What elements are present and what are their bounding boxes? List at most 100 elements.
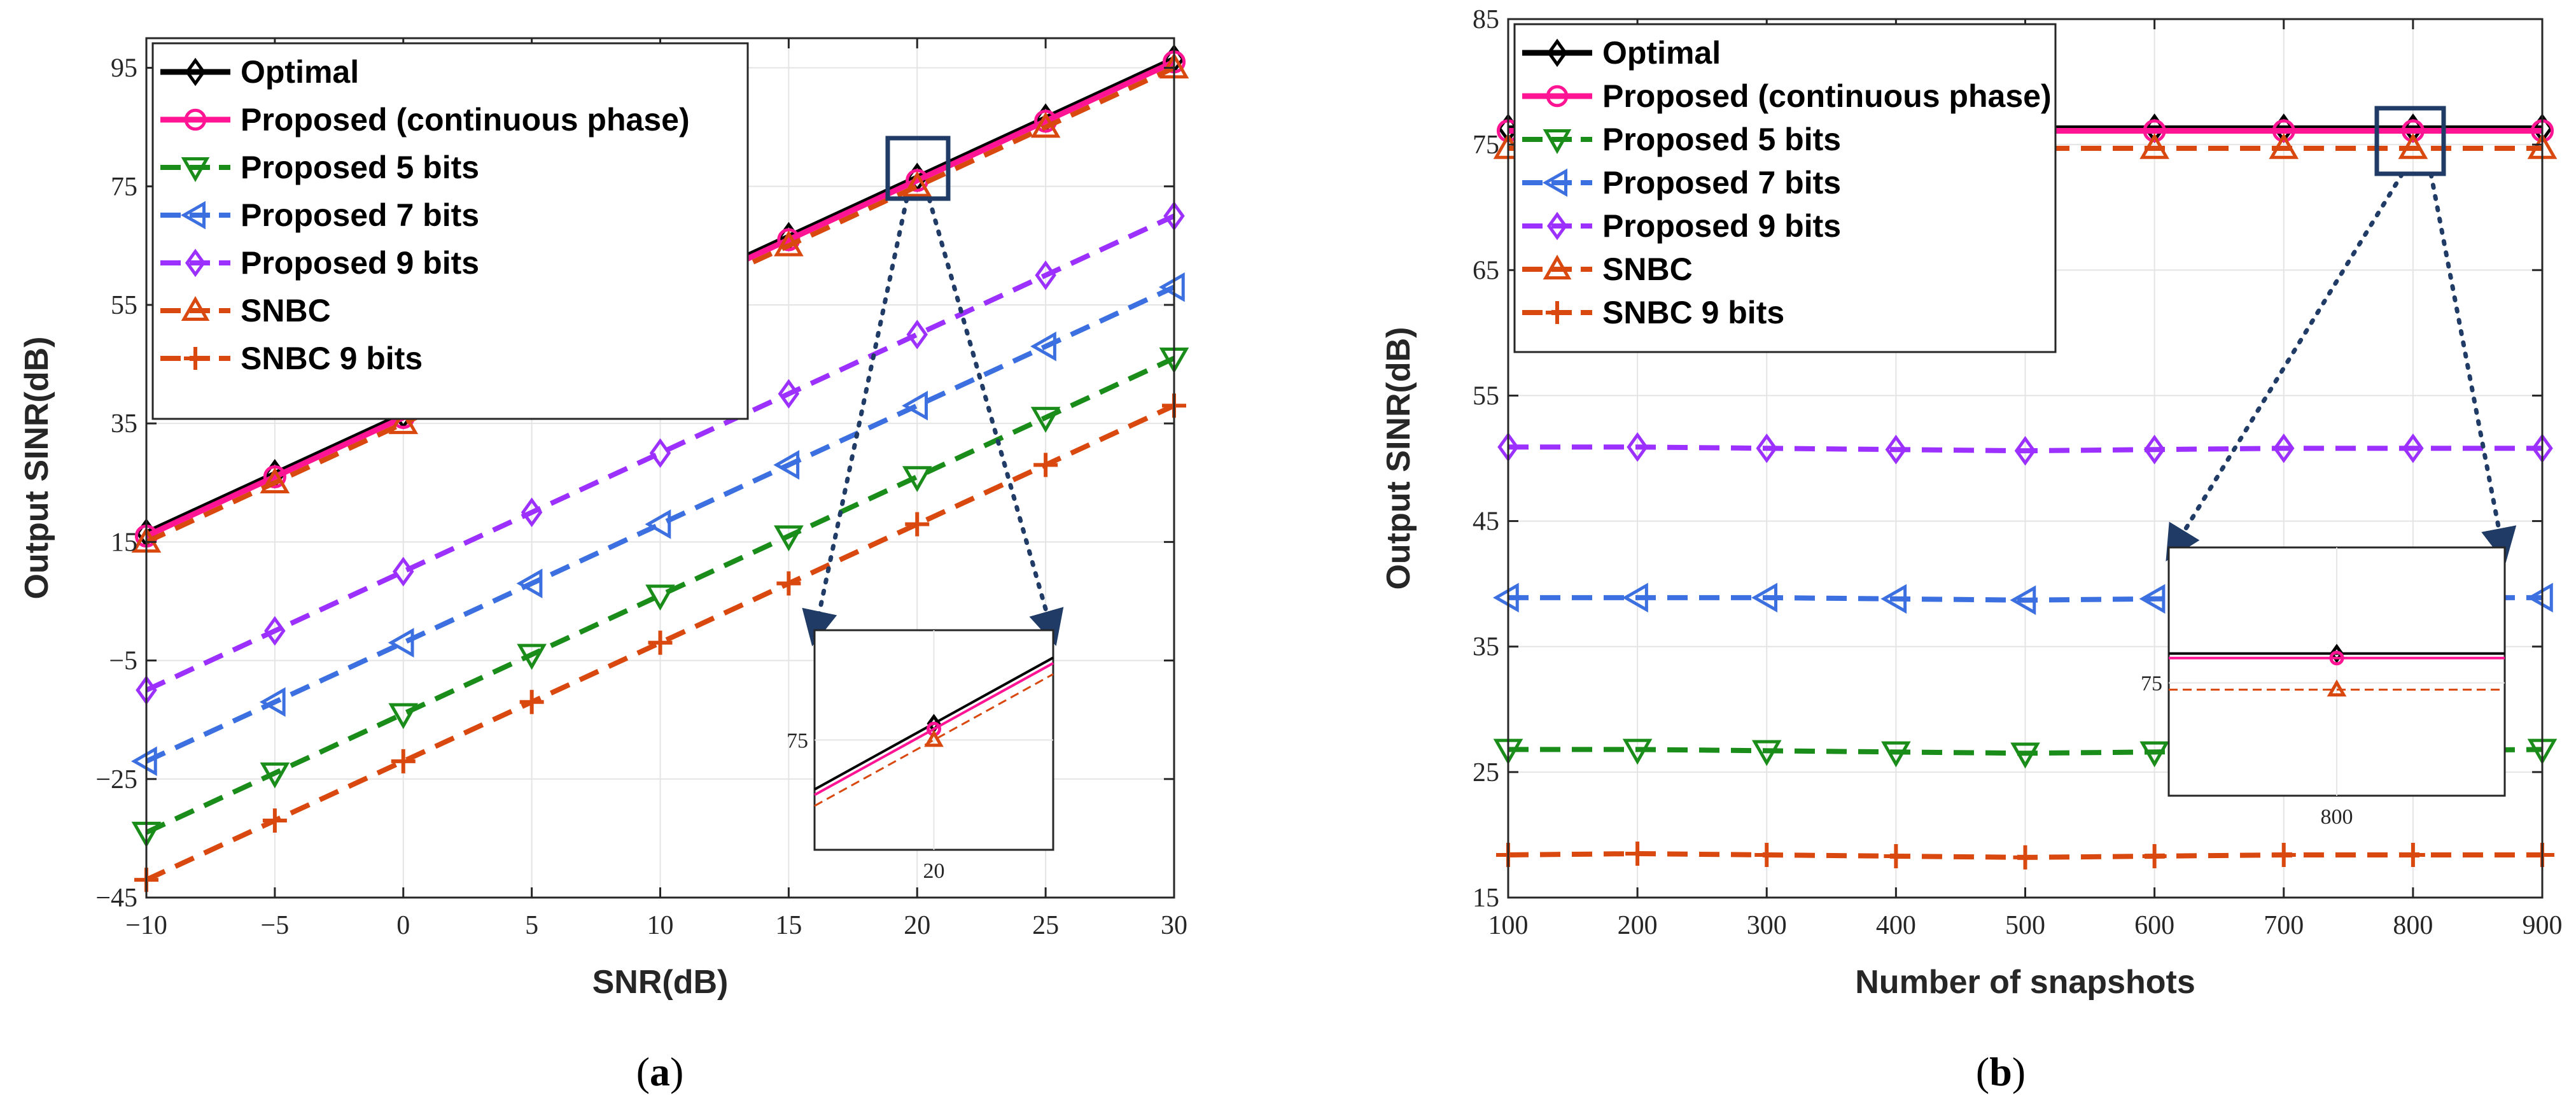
inset-plot: 800 75 [2141,546,2506,829]
inset-data-point [2329,644,2344,663]
legend-marker [180,201,206,230]
data-point [2143,434,2166,465]
y-tick-label: 25 [1473,758,1499,787]
y-tick-label: 15 [1473,884,1499,913]
x-tick-label: 25 [1032,911,1059,940]
x-tick-label: 500 [2005,911,2045,940]
legend-entry: Optimal [241,54,359,90]
y-tick-label: 95 [111,54,137,83]
data-point [906,320,928,349]
legend-marker [1546,211,1568,241]
zoom-box [885,136,951,201]
panel-a-chart: −10 −5 0 5 10 15 20 25 30 −45 −25 −5 15 35 55 75 95 SNR(d… [18,37,1189,1001]
data-point [2139,584,2166,614]
legend-marker [185,248,206,278]
data-point [1751,582,1777,613]
x-tick-label: −5 [261,911,290,940]
x-tick-label: 0 [396,911,410,940]
data-point [2400,842,2425,867]
legend-marker [1546,85,1569,108]
data-point [264,616,286,646]
data-point [778,379,800,409]
data-point [2271,842,2296,867]
data-point [516,568,543,598]
y-tick-label: 35 [1473,633,1499,662]
x-tick-label: 20 [904,911,930,940]
inset-data-point [2329,651,2344,666]
legend-entry: SNBC [241,293,331,328]
data-point [262,808,287,833]
inset-series-line [814,661,1054,796]
series-snbc-9-bits [1496,842,2554,870]
data-point [1627,432,1648,462]
y-tick-label: 75 [1473,130,1499,160]
data-point [2014,435,2036,466]
x-tick-label: 800 [2393,911,2433,940]
data-point [774,230,804,257]
data-point [2401,119,2425,143]
data-point [1756,433,1778,463]
legend-entry: Proposed 5 bits [1602,122,1841,157]
legend-marker [1546,301,1569,324]
legend-entry: Proposed 7 bits [1602,165,1841,201]
data-point [388,408,419,434]
legend-marker [181,157,210,183]
captions: (a) (b) [636,1049,2026,1094]
data-point [1035,260,1056,290]
x-axis-label: Number of snapshots [1855,964,2195,1001]
data-point [1885,434,1907,465]
legend-marker [184,347,207,370]
data-point [1881,741,1911,768]
data-point [645,509,671,539]
legend-entry: SNBC 9 bits [241,341,423,376]
data-point [388,628,414,658]
y-axis-label: Output SINR(dB) [18,336,55,599]
data-point [1492,582,1519,613]
data-point [776,571,801,596]
data-point [519,689,544,714]
data-point [1622,582,1648,613]
series-proposed-9-bits [136,201,1185,705]
series-proposed-5-bits [131,348,1189,848]
x-axis-label: SNR(dB) [592,964,729,1001]
panel-b-chart: 100 200 300 400 500 600 700 800 900 15 25 35 45 55 65 7… [1380,5,2563,1001]
data-point [521,497,543,528]
legend-entry: Proposed (continuous phase) [241,102,690,137]
y-tick-label: 65 [1473,256,1499,285]
legend-entry: Optimal [1602,35,1721,71]
y-tick-label: 35 [111,409,137,439]
panel-caption: (b) [1976,1049,2026,1094]
data-point [2013,845,2038,870]
legend-entry: SNBC [1602,251,1693,287]
inset-x-tick-label: 20 [923,859,945,883]
data-point [1754,842,1779,867]
y-tick-label: 55 [1473,381,1499,411]
x-tick-label: 30 [1161,911,1187,940]
legend-entry: Proposed 5 bits [241,150,479,185]
x-tick-label: 5 [525,911,538,940]
legend-marker [1543,129,1572,155]
data-point [2526,582,2553,613]
legend-marker [185,57,206,87]
data-point [2402,433,2424,463]
legend-entry: Proposed (continuous phase) [1602,78,2052,114]
data-point [2398,133,2428,159]
data-point [259,687,286,717]
y-tick-label: −5 [109,647,137,676]
x-tick-label: 900 [2523,911,2563,940]
data-point [260,467,290,494]
y-tick-label: 55 [111,291,137,320]
data-point [1622,738,1653,765]
inset-y-tick-label: 75 [787,730,808,753]
data-point [1033,453,1058,477]
legend-entry: Proposed 9 bits [1602,208,1841,244]
legend-marker [1546,38,1568,67]
inset-data-point [2327,679,2347,697]
data-point [905,512,930,537]
x-tick-label: 300 [1747,911,1787,940]
data-point [388,703,419,730]
data-point [2269,133,2299,159]
